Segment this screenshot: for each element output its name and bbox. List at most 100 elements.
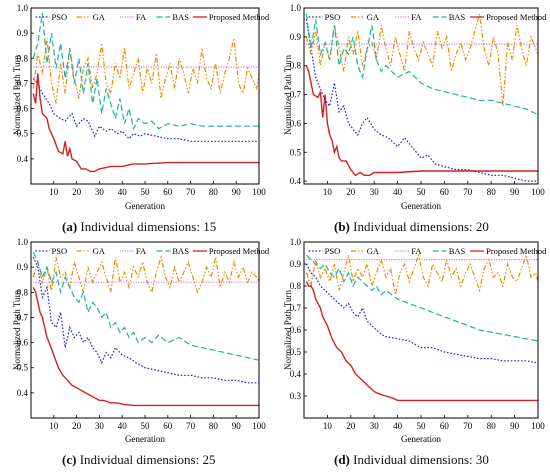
legend-label-pso: PSO: [325, 12, 341, 22]
y-tick-label: 0.3: [290, 391, 302, 401]
y-tick-label: 0.9: [290, 259, 302, 269]
x-tick-label: 60: [440, 421, 450, 431]
legend-label-fa: FA: [411, 12, 422, 22]
series-line-ga: [305, 13, 538, 107]
x-tick-label: 20: [72, 421, 82, 431]
caption-a: (a) Individual dimensions: 15: [62, 219, 216, 235]
x-tick-label: 20: [346, 421, 356, 431]
x-tick-label: 10: [323, 187, 333, 197]
legend-label-pso: PSO: [325, 246, 341, 256]
y-tick-label: 0.4: [17, 154, 29, 164]
x-tick-label: 70: [186, 421, 196, 431]
y-tick-label: 0.7: [290, 90, 302, 100]
legend-label-pso: PSO: [52, 246, 68, 256]
legend-label-proposed-method: Proposed Method: [486, 12, 547, 22]
series-line-ga: [32, 254, 259, 295]
caption-b-letter: (b): [334, 219, 350, 234]
caption-b: (b) Individual dimensions: 20: [334, 219, 489, 235]
x-tick-label: 90: [510, 421, 520, 431]
series-line-proposed-method: [305, 281, 538, 402]
legend-label-proposed-method: Proposed Method: [209, 12, 270, 22]
series-line-proposed-method: [32, 73, 259, 173]
series-line-bas: [32, 251, 259, 361]
series-group: [32, 12, 259, 173]
x-tick-label: 80: [487, 187, 497, 197]
x-tick-label: 10: [49, 421, 59, 431]
x-tick-label: 90: [232, 421, 242, 431]
plot-frame: [30, 7, 260, 185]
series-group: [305, 13, 538, 182]
y-axis-label: Normalized Path Turn: [12, 290, 22, 370]
x-tick-label: 40: [393, 421, 403, 431]
y-tick-label: 0.5: [17, 129, 29, 139]
series-line-ga: [32, 38, 259, 104]
series-group: [305, 252, 538, 402]
legend-label-ga: GA: [367, 12, 380, 22]
x-tick-label: 20: [346, 187, 356, 197]
x-tick-label: 10: [49, 187, 59, 197]
y-tick-label: 0.5: [17, 363, 29, 373]
y-tick-label: 0.6: [17, 104, 29, 114]
y-tick-label: 0.7: [17, 78, 29, 88]
x-tick-label: 100: [531, 187, 545, 197]
y-tick-label: 1.0: [17, 3, 29, 13]
legend-label-ga: GA: [93, 246, 106, 256]
caption-c-letter: (c): [62, 452, 77, 467]
x-tick-label: 50: [141, 421, 151, 431]
x-tick-label: 80: [209, 187, 219, 197]
y-tick-label: 0.8: [290, 61, 302, 71]
x-tick-label: 40: [393, 187, 403, 197]
x-tick-label: 70: [463, 421, 473, 431]
legend: PSO GA FA BAS Proposed Method: [35, 12, 270, 22]
series-line-ga: [305, 252, 538, 295]
y-tick-label: 0.9: [290, 32, 302, 42]
series-line-bas: [305, 13, 538, 116]
x-tick-label: 90: [510, 187, 520, 197]
chart-panel-1: 10 20 30 40 50 60 70 80 90 100 0.4 0.5 0.6 0.7 0.8 0.9 1…: [12, 3, 270, 211]
legend-label-pso: PSO: [52, 12, 68, 22]
legend-label-bas: BAS: [449, 12, 466, 22]
caption-a-text: Individual dimensions: 15: [80, 219, 217, 234]
y-tick-label: 0.6: [290, 325, 302, 335]
x-tick-label: 50: [417, 187, 427, 197]
legend-label-fa: FA: [136, 246, 147, 256]
x-tick-label: 80: [209, 421, 219, 431]
y-tick-label: 0.4: [17, 388, 29, 398]
x-tick-label: 30: [370, 187, 380, 197]
x-tick-label: 50: [141, 187, 151, 197]
x-tick-label: 20: [72, 187, 82, 197]
chart-panel-3: 10 20 30 40 50 60 70 80 90 100 0.4 0.5 0.6 0.7 0.8 0.9 1…: [12, 237, 270, 444]
x-tick-label: 40: [118, 187, 128, 197]
caption-d-text: Individual dimensions: 30: [353, 452, 489, 467]
legend-label-bas: BAS: [449, 246, 466, 256]
caption-c: (c) Individual dimensions: 25: [62, 452, 215, 468]
y-tick-label: 1.0: [290, 237, 302, 247]
x-axis-label: Generation: [125, 201, 165, 211]
y-tick-label: 0.6: [290, 118, 302, 128]
y-tick-label: 1.0: [17, 237, 29, 247]
series-line-proposed-method: [305, 65, 538, 177]
legend-label-proposed-method: Proposed Method: [209, 246, 270, 256]
legend: PSO GA FA BAS Proposed Method: [35, 246, 270, 256]
series-line-proposed-method: [32, 287, 259, 407]
y-tick-label: 0.6: [17, 338, 29, 348]
x-tick-label: 90: [232, 187, 242, 197]
y-axis-label: Normalized Path Turn: [283, 290, 293, 370]
y-tick-label: 0.8: [290, 281, 302, 291]
x-tick-label: 70: [463, 187, 473, 197]
y-tick-label: 0.5: [290, 147, 302, 157]
series-line-pso: [32, 77, 259, 142]
legend-label-proposed-method: Proposed Method: [486, 246, 547, 256]
y-tick-label: 0.8: [17, 53, 29, 63]
x-tick-label: 30: [95, 421, 105, 431]
series-line-pso: [32, 256, 259, 384]
y-tick-label: 0.4: [290, 176, 302, 186]
legend: PSO GA FA BAS Proposed Method: [308, 246, 547, 256]
x-tick-label: 60: [163, 187, 173, 197]
x-tick-label: 100: [531, 421, 545, 431]
x-tick-label: 30: [95, 187, 105, 197]
legend-label-fa: FA: [136, 12, 147, 22]
y-axis-label: Normalized Path Turn: [283, 55, 293, 135]
x-tick-label: 100: [252, 187, 266, 197]
